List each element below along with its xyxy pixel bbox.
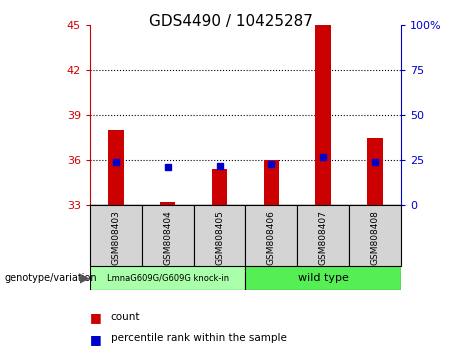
Text: ■: ■ — [90, 333, 101, 346]
FancyBboxPatch shape — [245, 266, 401, 290]
Text: ▶: ▶ — [80, 272, 89, 284]
Text: count: count — [111, 312, 140, 321]
Text: LmnaG609G/G609G knock-in: LmnaG609G/G609G knock-in — [106, 273, 229, 282]
Bar — [212, 169, 227, 205]
FancyBboxPatch shape — [349, 205, 401, 266]
Bar — [315, 25, 331, 205]
Bar — [264, 160, 279, 205]
Text: genotype/variation: genotype/variation — [5, 273, 97, 283]
Bar — [367, 138, 383, 205]
FancyBboxPatch shape — [297, 205, 349, 266]
FancyBboxPatch shape — [194, 205, 245, 266]
FancyBboxPatch shape — [142, 205, 194, 266]
Text: wild type: wild type — [298, 273, 349, 283]
Text: percentile rank within the sample: percentile rank within the sample — [111, 333, 287, 343]
FancyBboxPatch shape — [90, 205, 142, 266]
FancyBboxPatch shape — [90, 266, 245, 290]
Text: GSM808404: GSM808404 — [163, 210, 172, 265]
Text: GDS4490 / 10425287: GDS4490 / 10425287 — [148, 14, 313, 29]
Bar — [108, 130, 124, 205]
Text: GSM808405: GSM808405 — [215, 210, 224, 265]
Text: GSM808403: GSM808403 — [111, 210, 120, 265]
Text: ■: ■ — [90, 312, 101, 325]
Text: GSM808406: GSM808406 — [267, 210, 276, 265]
Bar — [160, 201, 176, 205]
Text: GSM808407: GSM808407 — [319, 210, 328, 265]
FancyBboxPatch shape — [245, 205, 297, 266]
Text: GSM808408: GSM808408 — [371, 210, 380, 265]
